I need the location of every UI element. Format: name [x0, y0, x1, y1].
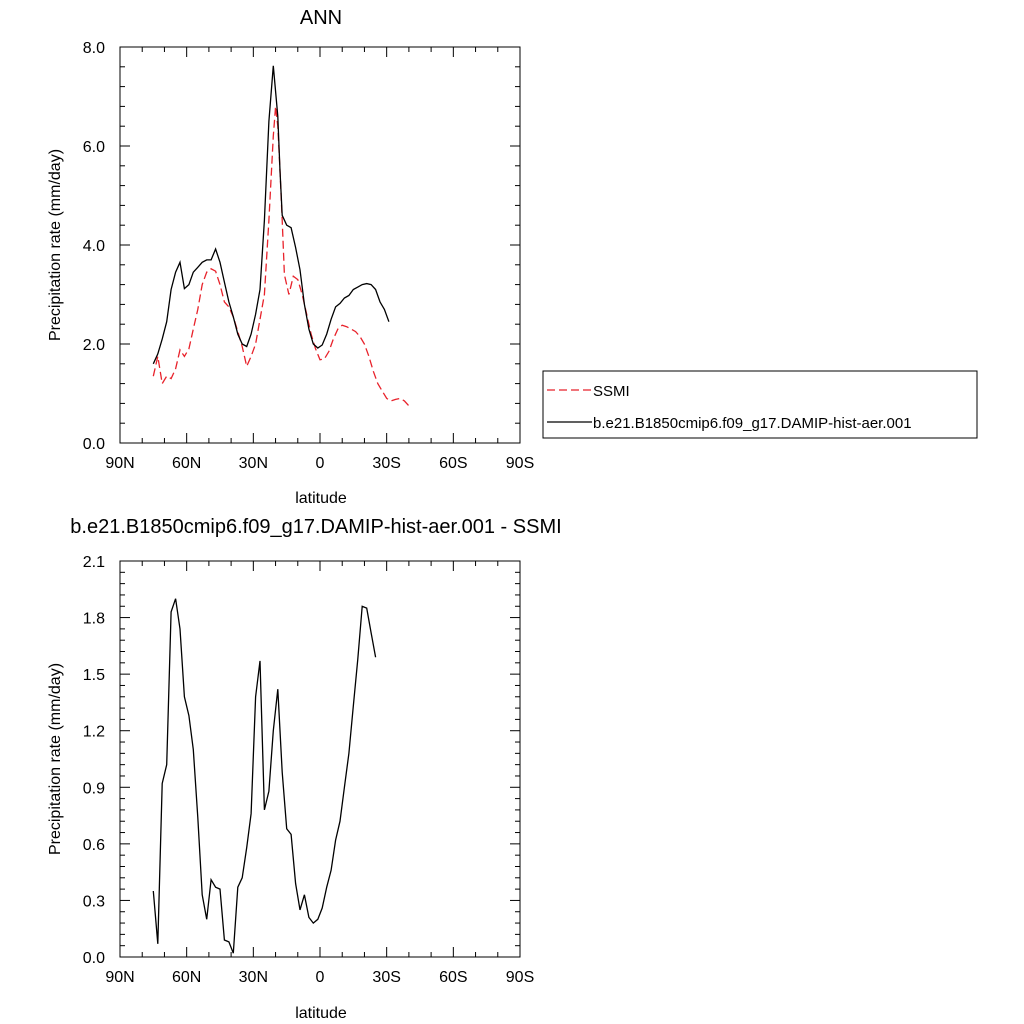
bottom-x-tick-label: 30N [239, 969, 268, 986]
top-x-tick-label: 60N [172, 455, 201, 472]
top-y-tick-label: 6.0 [83, 139, 105, 156]
top-y-tick-label: 8.0 [83, 40, 105, 57]
top-x-tick-label: 30N [239, 455, 268, 472]
bottom-x-tick-label: 60N [172, 969, 201, 986]
legend-box [542, 370, 978, 439]
bottom-y-tick-label: 1.2 [83, 724, 105, 741]
bottom-y-tick-label: 2.1 [83, 554, 105, 571]
legend-label-ssmi: SSMI [593, 383, 630, 400]
bottom-y-tick-label: 1.8 [83, 611, 105, 628]
bottom-y-axis-label: Precipitation rate (mm/day) [47, 663, 64, 855]
top-x-tick-label: 0 [316, 455, 325, 472]
bottom-x-axis-label: latitude [295, 1005, 347, 1022]
bottom-x-tick-label: 90N [105, 969, 134, 986]
bottom-x-tick-label: 30S [372, 969, 400, 986]
top-x-tick-label: 90S [506, 455, 534, 472]
top-chart: ANN 90N 60N 30N 0 30S 60S 90S 0.0 2.0 4.0 6.0 8.0 l… [47, 7, 978, 507]
top-chart-title: ANN [300, 7, 342, 29]
bottom-x-tick-label: 60S [439, 969, 467, 986]
top-x-tick-label: 30S [372, 455, 400, 472]
top-y-tick-label: 0.0 [83, 436, 105, 453]
bottom-y-tick-label: 0.0 [83, 950, 105, 967]
top-plot-frame [119, 46, 521, 444]
top-y-tick-label: 2.0 [83, 337, 105, 354]
bottom-plot-frame [119, 560, 521, 958]
top-series-line-model [152, 65, 390, 365]
bottom-y-tick-label: 0.9 [83, 780, 105, 797]
top-x-axis-label: latitude [295, 490, 347, 507]
top-y-tick-label: 4.0 [83, 238, 105, 255]
bottom-x-tick-label: 0 [316, 969, 325, 986]
legend-label-model: b.e21.B1850cmip6.f09_g17.DAMIP-hist-aer.… [593, 415, 912, 432]
bottom-x-tick-label: 90S [506, 969, 534, 986]
bottom-chart: b.e21.B1850cmip6.f09_g17.DAMIP-hist-aer.… [47, 516, 562, 1022]
top-x-tick-label: 60S [439, 455, 467, 472]
bottom-y-tick-label: 0.3 [83, 893, 105, 910]
bottom-series-line-difference [152, 598, 377, 954]
bottom-y-tick-label: 1.5 [83, 667, 105, 684]
legend: SSMI b.e21.B1850cmip6.f09_g17.DAMIP-hist… [542, 370, 978, 439]
top-x-tick-label: 90N [105, 455, 134, 472]
bottom-chart-title: b.e21.B1850cmip6.f09_g17.DAMIP-hist-aer.… [70, 516, 561, 538]
top-series-line-ssmi [152, 106, 410, 407]
top-y-axis-label: Precipitation rate (mm/day) [47, 149, 64, 341]
bottom-y-tick-label: 0.6 [83, 837, 105, 854]
